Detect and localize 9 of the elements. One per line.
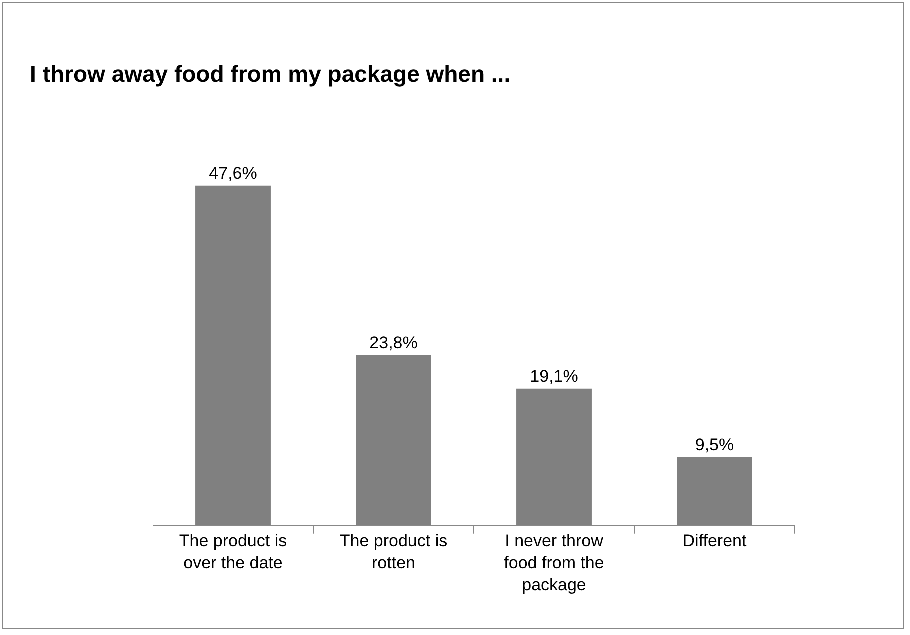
data-label: 9,5% bbox=[695, 435, 734, 454]
data-label: 19,1% bbox=[530, 366, 578, 386]
x-tick-label: Different bbox=[682, 531, 747, 550]
chart-title: I throw away food from my package when ... bbox=[30, 60, 511, 87]
x-tick-label: The product is rotten bbox=[340, 531, 448, 572]
data-label: 23,8% bbox=[370, 333, 418, 352]
data-label: 47,6% bbox=[209, 164, 258, 183]
x-tick-label: The product is over the date bbox=[179, 531, 288, 572]
x-tick-label: I never throw food from the package bbox=[504, 531, 604, 595]
